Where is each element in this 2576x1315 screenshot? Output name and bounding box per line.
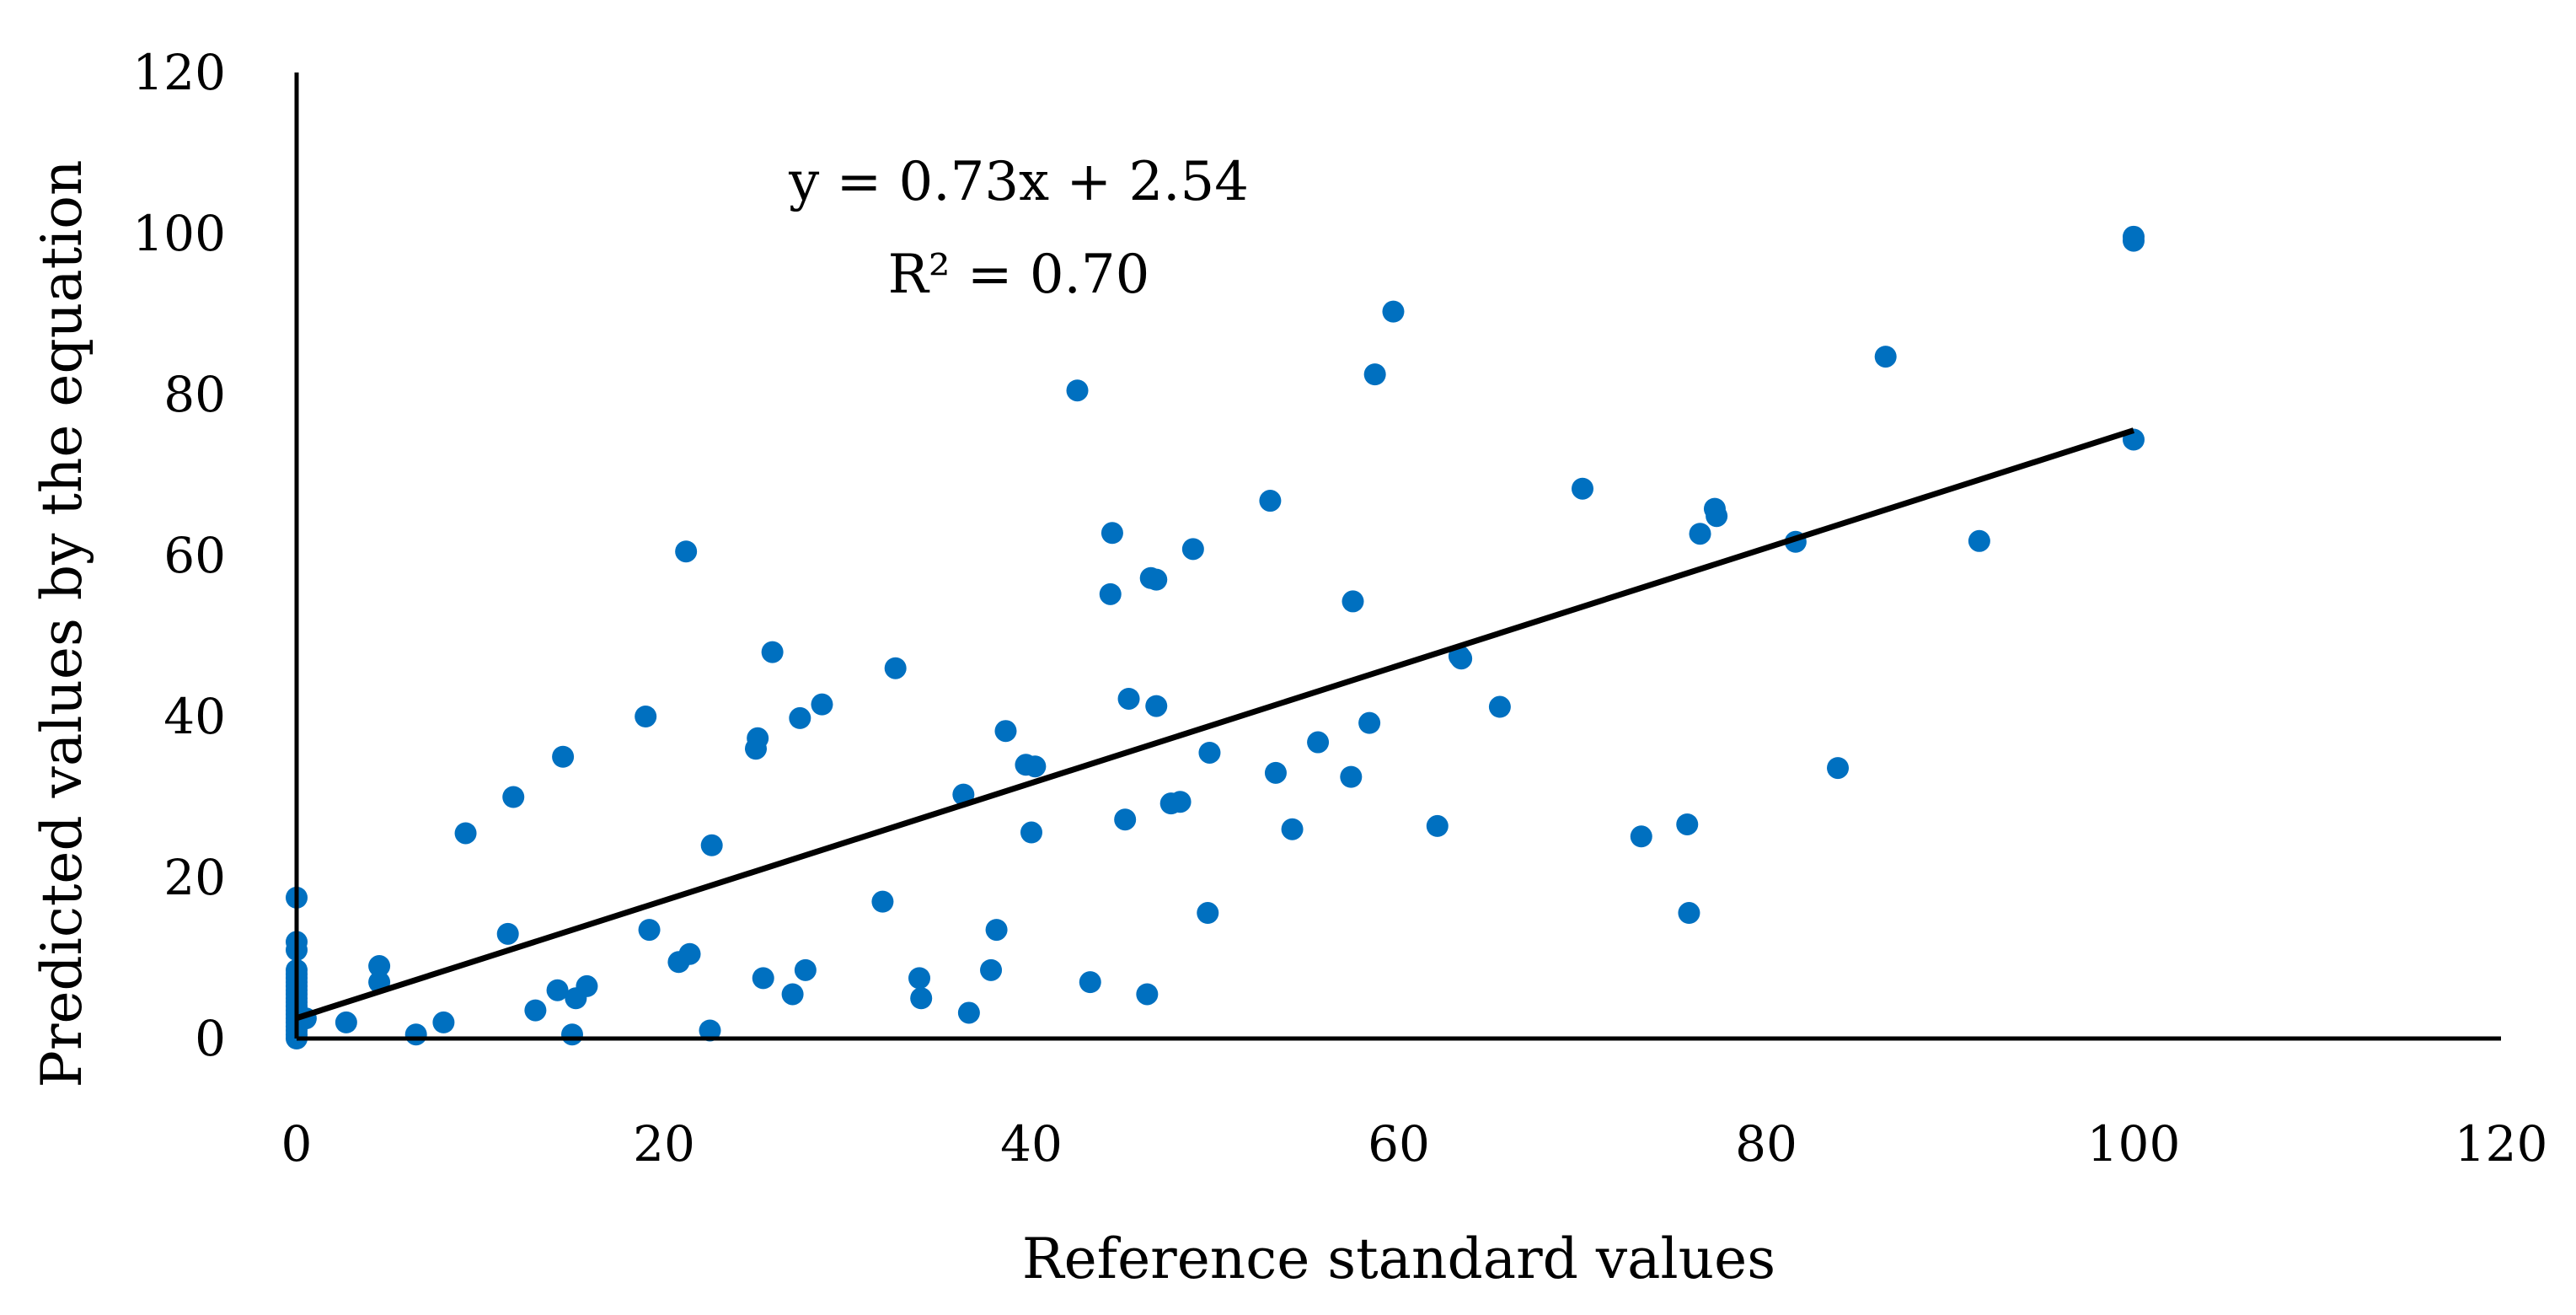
data-point [404, 1023, 427, 1046]
y-tick-label: 0 [195, 1010, 226, 1067]
data-point [2123, 229, 2145, 252]
data-point [752, 967, 774, 990]
data-point [368, 955, 391, 978]
data-point [1198, 741, 1221, 764]
data-point [1968, 529, 1990, 552]
data-point [1024, 755, 1047, 778]
data-point [1874, 346, 1897, 368]
data-point [884, 657, 907, 679]
data-point [1259, 490, 1282, 513]
data-point [1342, 590, 1364, 613]
data-point [496, 922, 519, 945]
data-point [1145, 568, 1168, 591]
x-tick-label: 100 [2087, 1115, 2181, 1173]
data-point [561, 1023, 583, 1046]
data-point [678, 942, 701, 965]
data-point [1099, 582, 1122, 605]
data-point [638, 919, 661, 942]
data-point [789, 706, 811, 729]
data-point [700, 834, 723, 856]
y-tick-label: 80 [163, 366, 226, 423]
data-point [1706, 505, 1728, 528]
data-points [286, 225, 2145, 1049]
data-point [747, 727, 769, 749]
data-point [1114, 808, 1137, 831]
data-point [1340, 765, 1363, 788]
data-point [871, 890, 894, 913]
data-point [454, 822, 477, 845]
x-axis-title: Reference standard values [1022, 1226, 1775, 1291]
data-point [635, 706, 657, 727]
data-point [1181, 538, 1204, 561]
data-point [1101, 522, 1123, 545]
data-point [980, 958, 1003, 981]
data-point [1689, 523, 1711, 545]
data-point [1488, 695, 1511, 718]
data-point [994, 720, 1017, 743]
data-point [432, 1011, 455, 1033]
data-point [985, 919, 1008, 942]
x-tick-label: 0 [281, 1115, 313, 1173]
data-point [552, 745, 575, 768]
data-point [699, 1019, 721, 1042]
data-point [1136, 983, 1159, 1006]
data-point [1264, 761, 1287, 784]
x-tick-label: 20 [633, 1115, 695, 1173]
data-point [524, 999, 547, 1022]
data-point [1630, 825, 1652, 848]
data-point [1145, 695, 1168, 717]
data-point [910, 987, 933, 1010]
data-point [794, 958, 817, 981]
y-tick-label: 20 [163, 849, 226, 906]
data-point [1066, 379, 1089, 402]
data-point [1117, 687, 1140, 710]
data-point [908, 967, 931, 990]
y-tick-label: 120 [132, 44, 226, 101]
data-point [761, 641, 784, 663]
data-point [1307, 731, 1330, 754]
data-point [1020, 821, 1042, 844]
x-tick-label: 120 [2455, 1115, 2548, 1173]
x-tick-label: 80 [1735, 1115, 1797, 1173]
data-point [1281, 818, 1304, 840]
y-axis-title: Predicted values by the equation [29, 160, 94, 1088]
data-point [781, 983, 804, 1006]
data-point [1363, 363, 1386, 386]
data-point [576, 974, 598, 997]
data-point [1676, 813, 1699, 835]
trendline [295, 427, 2135, 1022]
data-point [811, 693, 833, 716]
x-tick-label: 40 [1000, 1115, 1063, 1173]
data-point [335, 1011, 357, 1033]
y-tick-label: 60 [163, 527, 226, 584]
data-point [1197, 902, 1219, 925]
data-point [957, 1001, 980, 1024]
tick-labels: 0 20 40 60 80 100 120 0 20 40 60 80 100 120 [132, 44, 2547, 1173]
data-point [502, 786, 525, 808]
data-point [675, 540, 698, 563]
data-point [1169, 791, 1192, 813]
r-squared-label: R² = 0.70 [888, 244, 1150, 306]
x-tick-label: 60 [1368, 1115, 1430, 1173]
y-tick-label: 40 [163, 688, 226, 745]
data-point [1678, 902, 1700, 925]
data-point [1827, 757, 1850, 780]
data-point [546, 979, 569, 1001]
equation-label: y = 0.73x + 2.54 [788, 151, 1249, 213]
data-point [1450, 647, 1473, 670]
data-point [1426, 814, 1449, 837]
data-point [1382, 300, 1405, 323]
axes [294, 72, 2501, 1041]
data-point [1358, 711, 1381, 734]
data-point [1079, 971, 1101, 994]
data-point [1572, 477, 1593, 500]
y-tick-label: 100 [132, 205, 226, 262]
